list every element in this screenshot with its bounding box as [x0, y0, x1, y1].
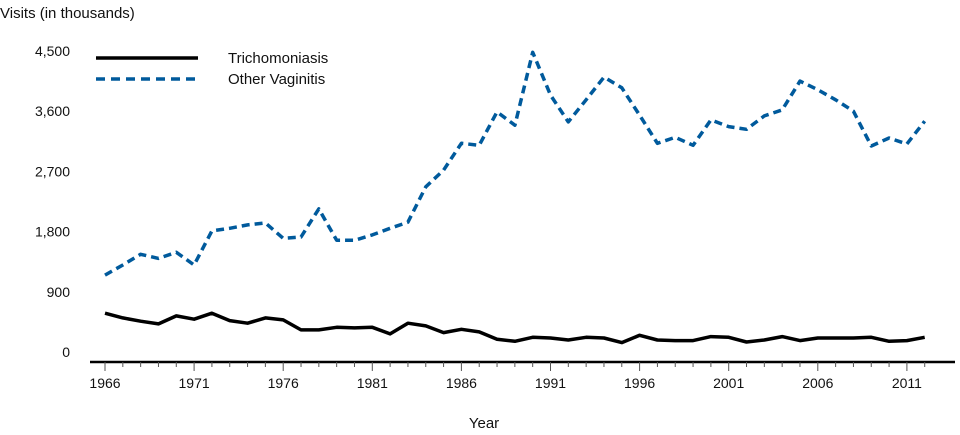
x-tick-label: 1986	[446, 375, 477, 391]
y-tick-label: 1,800	[35, 224, 70, 240]
x-axis: 1966 1971 1976 1981 1986 1991 1996 2001 2006 2011	[89, 360, 955, 391]
x-tick-label: 1971	[179, 375, 210, 391]
legend: Trichomoniasis Other Vaginitis	[96, 50, 328, 88]
x-tick-label: 1966	[89, 375, 120, 391]
x-tick-label: 1991	[535, 375, 566, 391]
x-tick-label: 1981	[357, 375, 388, 391]
y-tick-label: 900	[47, 284, 71, 300]
series-lines	[104, 50, 927, 345]
series-line-trichomoniasis	[104, 311, 926, 345]
x-tick-label: 2011	[892, 375, 922, 391]
y-tick-label: 3,600	[35, 103, 70, 119]
y-tick-label: 4,500	[35, 43, 70, 59]
x-tick-label: 1996	[624, 375, 655, 391]
y-axis-label: Visits (in thousands)	[0, 5, 135, 22]
y-tick-label: 0	[62, 344, 70, 360]
x-tick-label: 1976	[268, 375, 299, 391]
y-tick-labels: 0 900 1,800 2,700 3,600 4,500	[35, 43, 70, 360]
x-tick-label: 2001	[713, 375, 744, 391]
x-axis-label: Year	[469, 415, 499, 432]
series-line-other-vaginitis	[104, 50, 927, 277]
legend-label: Other Vaginitis	[228, 71, 325, 88]
x-tick-label: 2006	[802, 375, 833, 391]
legend-label: Trichomoniasis	[228, 50, 328, 67]
y-tick-label: 2,700	[35, 163, 70, 179]
